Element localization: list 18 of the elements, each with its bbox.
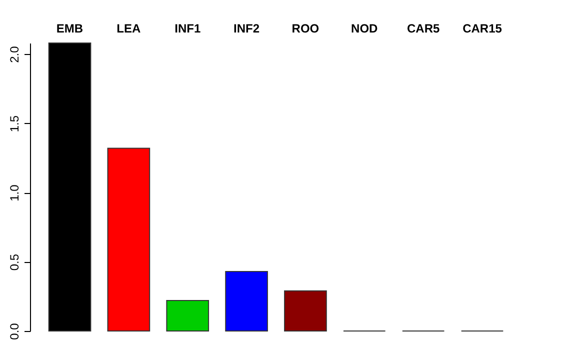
x-tick-label: EMB — [56, 22, 84, 36]
x-tick-label: ROO — [292, 22, 320, 36]
bar — [107, 148, 150, 332]
y-tick-label: 1.0 — [8, 184, 22, 202]
x-tick-label: NOD — [351, 22, 378, 36]
bar — [166, 300, 210, 332]
y-tick-label: 0.0 — [8, 322, 22, 340]
bar — [48, 42, 92, 332]
x-tick-label: INF1 — [174, 22, 201, 36]
y-tick-label: 1.5 — [8, 115, 22, 132]
bar — [225, 270, 268, 332]
x-tick-label: INF2 — [234, 22, 260, 36]
x-tick-label: LEA — [116, 22, 142, 36]
bar — [284, 290, 327, 332]
y-tick-label: 0.5 — [8, 254, 22, 271]
x-tick-label: CAR5 — [406, 22, 440, 36]
y-tick-label: 2.0 — [8, 46, 22, 63]
x-tick-label: CAR15 — [462, 22, 502, 36]
